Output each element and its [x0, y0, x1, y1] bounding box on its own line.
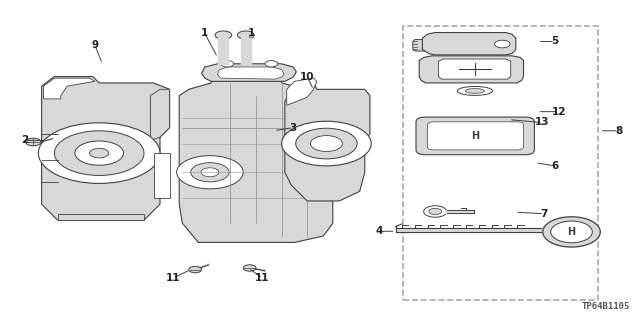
FancyBboxPatch shape [435, 44, 452, 51]
Polygon shape [287, 78, 317, 105]
Text: 12: 12 [552, 107, 566, 117]
Polygon shape [202, 64, 296, 81]
Circle shape [265, 61, 278, 67]
Text: H: H [471, 131, 479, 141]
Text: 7: 7 [540, 209, 548, 219]
Polygon shape [218, 67, 284, 79]
Circle shape [495, 40, 510, 48]
Polygon shape [285, 83, 370, 201]
Text: 2: 2 [20, 135, 28, 145]
Circle shape [429, 208, 442, 215]
Text: 11: 11 [255, 273, 269, 283]
Circle shape [221, 61, 234, 67]
Text: TP64B1105: TP64B1105 [582, 302, 630, 311]
Text: 8: 8 [615, 126, 623, 136]
Circle shape [424, 206, 447, 217]
Polygon shape [413, 40, 435, 51]
Polygon shape [154, 153, 170, 198]
Circle shape [90, 148, 109, 158]
Text: 1: 1 [201, 28, 209, 39]
Circle shape [237, 31, 254, 39]
Text: 6: 6 [551, 161, 559, 171]
Circle shape [296, 128, 357, 159]
Polygon shape [44, 78, 95, 99]
FancyBboxPatch shape [428, 122, 524, 150]
Polygon shape [42, 77, 170, 220]
Ellipse shape [543, 217, 600, 247]
Text: 4: 4 [375, 226, 383, 236]
Text: 10: 10 [300, 71, 314, 82]
Ellipse shape [550, 221, 593, 243]
Circle shape [215, 31, 232, 39]
Circle shape [189, 266, 202, 273]
Polygon shape [58, 214, 144, 220]
Circle shape [75, 141, 124, 165]
Circle shape [54, 131, 144, 175]
Text: 13: 13 [535, 117, 549, 128]
Polygon shape [419, 56, 524, 83]
Polygon shape [422, 33, 516, 55]
Circle shape [282, 121, 371, 166]
Polygon shape [179, 70, 342, 242]
Circle shape [243, 265, 256, 271]
FancyBboxPatch shape [416, 117, 534, 155]
Text: 3: 3 [289, 122, 297, 133]
Text: 11: 11 [166, 273, 180, 283]
Circle shape [201, 168, 219, 177]
Polygon shape [150, 89, 170, 140]
Bar [403, 26, 598, 300]
Text: 5: 5 [551, 36, 559, 47]
Circle shape [26, 138, 41, 146]
Polygon shape [438, 59, 511, 79]
Circle shape [38, 123, 160, 183]
FancyBboxPatch shape [472, 44, 490, 51]
Circle shape [191, 163, 229, 182]
Text: 9: 9 [91, 40, 99, 50]
Text: 1: 1 [248, 28, 255, 39]
Circle shape [177, 156, 243, 189]
Ellipse shape [457, 86, 493, 95]
Text: H: H [568, 227, 575, 237]
Circle shape [310, 136, 342, 152]
FancyBboxPatch shape [454, 44, 472, 51]
Ellipse shape [465, 89, 484, 93]
